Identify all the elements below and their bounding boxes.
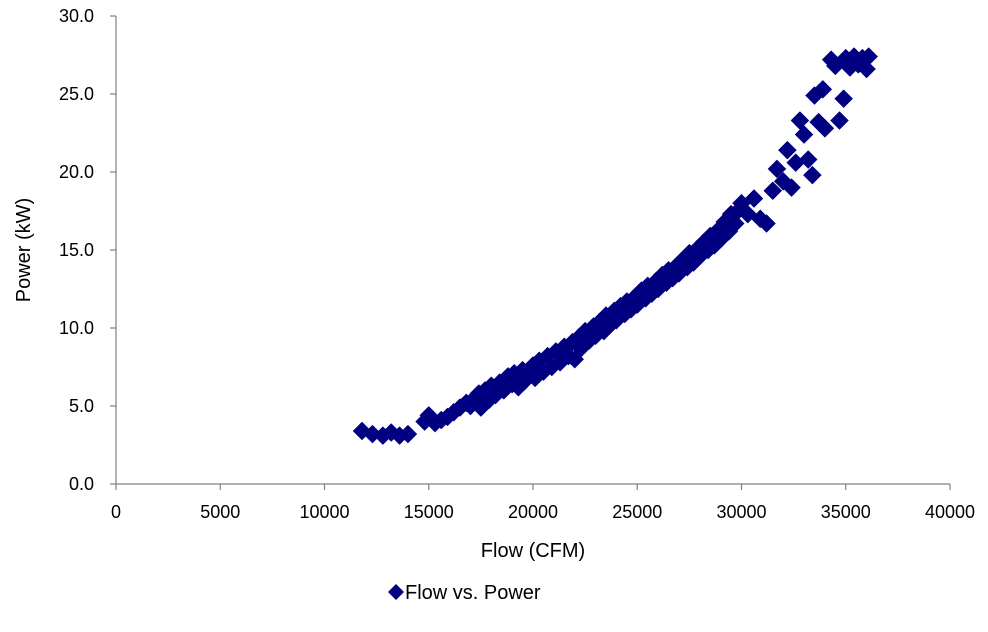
x-tick-label: 30000 [716, 502, 766, 522]
data-point [795, 126, 813, 144]
x-tick-label: 10000 [299, 502, 349, 522]
x-tick-label: 35000 [821, 502, 871, 522]
x-tick-label: 25000 [612, 502, 662, 522]
y-tick-label: 10.0 [59, 318, 94, 338]
x-axis-title: Flow (CFM) [481, 540, 585, 562]
y-tick-label: 0.0 [69, 474, 94, 494]
x-tick-label: 20000 [508, 502, 558, 522]
x-tick-label: 15000 [404, 502, 454, 522]
data-point [803, 166, 821, 184]
x-tick-label: 5000 [200, 502, 240, 522]
y-tick-label: 25.0 [59, 84, 94, 104]
y-tick-label: 30.0 [59, 6, 94, 26]
data-points [353, 48, 878, 445]
legend-label: Flow vs. Power [405, 582, 541, 604]
data-point [835, 90, 853, 108]
y-tick-label: 5.0 [69, 396, 94, 416]
x-tick-label: 0 [111, 502, 121, 522]
x-tick-label: 40000 [925, 502, 975, 522]
y-axis-title: Power (kW) [13, 198, 35, 302]
y-tick-label: 15.0 [59, 240, 94, 260]
data-point [830, 112, 848, 130]
ticks: 0.0 5.0 10.0 15.0 20.0 25.0 30.0 0 5000 10000 1500… [59, 6, 975, 522]
data-point [791, 112, 809, 130]
legend-marker-diamond [388, 584, 404, 600]
y-axis-title-group: Power (kW) [13, 198, 35, 302]
y-tick-label: 20.0 [59, 162, 94, 182]
data-point [799, 151, 817, 169]
legend: Flow vs. Power [388, 582, 541, 604]
